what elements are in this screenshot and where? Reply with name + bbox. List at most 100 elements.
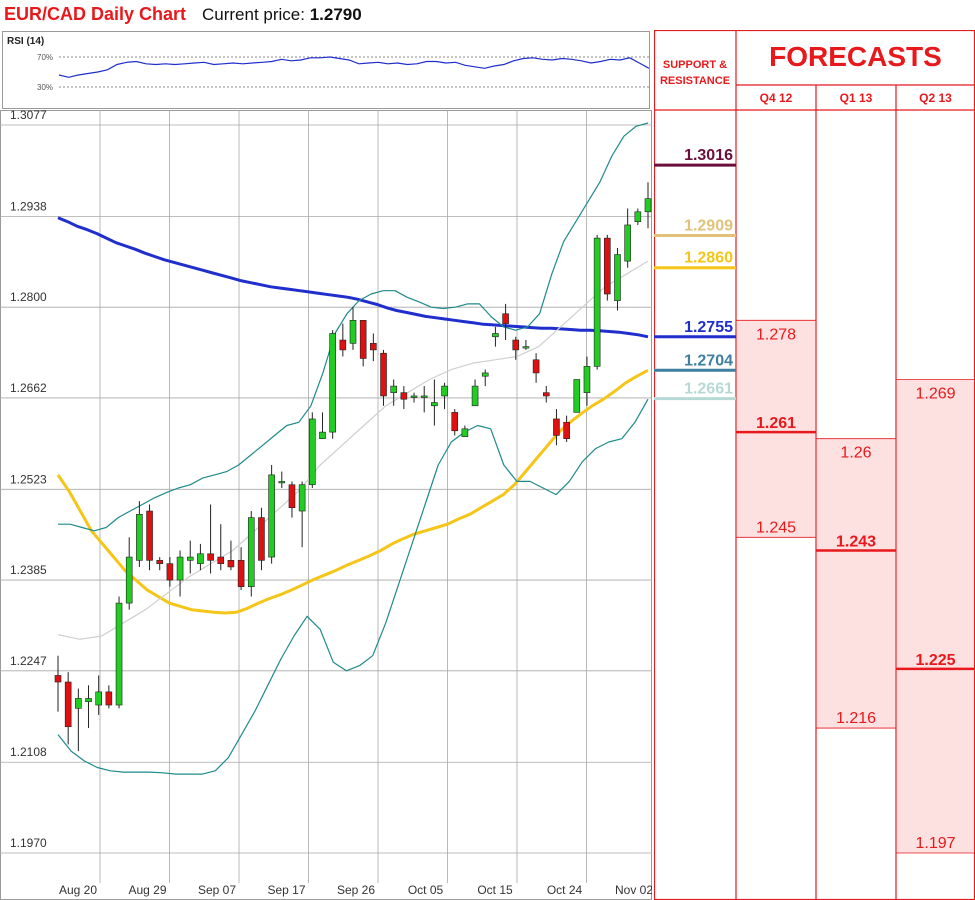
x-tick-label: Sep 07: [198, 883, 236, 897]
candle-body: [75, 698, 82, 709]
rsi-series-line: [58, 56, 649, 78]
candle-body: [298, 484, 306, 512]
forecast-high-value: 1.269: [915, 386, 955, 403]
candle-body: [410, 395, 418, 398]
forecast-low-value: 1.197: [915, 835, 955, 852]
quarter-label: Q1 13: [840, 91, 873, 105]
candle-body: [573, 379, 581, 413]
candle-body: [512, 339, 520, 351]
level-label: 1.2755: [684, 319, 733, 336]
y-tick-label: 1.3077: [10, 110, 47, 122]
candle-body: [146, 510, 153, 561]
candle-body: [583, 366, 591, 393]
y-tick-label: 1.2108: [10, 745, 47, 759]
candle-body: [156, 560, 164, 564]
candle-body: [431, 402, 438, 407]
y-tick-label: 1.2800: [10, 290, 47, 304]
candle-body: [400, 392, 408, 400]
candle-body: [197, 553, 204, 564]
candle-body: [492, 333, 499, 338]
candle-body: [441, 385, 448, 397]
chart-header: EUR/CAD Daily Chart Current price: 1.279…: [0, 0, 650, 30]
candle-body: [349, 320, 357, 344]
candle-body: [614, 254, 621, 301]
x-tick-label: Sep 26: [337, 883, 375, 897]
x-tick-label: Sep 17: [267, 883, 305, 897]
x-tick-label: Aug 29: [128, 883, 166, 897]
candle-body: [420, 395, 428, 398]
level-label: 1.2704: [684, 352, 733, 369]
level-label: 1.3016: [684, 147, 733, 164]
moving-average-line: [57, 216, 649, 339]
forecast-mid-value: 1.243: [836, 533, 876, 550]
price-chart: 1.3077 1.2938 1.2800 1.2662 1.2523 1.2385 1.22…: [0, 110, 652, 900]
level-label: 1.2860: [684, 250, 733, 267]
support-resistance-title: SUPPORT &: [663, 59, 727, 71]
chart-title: EUR/CAD Daily Chart: [4, 4, 187, 24]
candle-body: [604, 237, 611, 295]
forecast-range: [817, 438, 895, 729]
candle-body: [319, 431, 326, 439]
candle-body: [471, 385, 479, 407]
rsi-plot: 70% 30%: [37, 53, 649, 92]
forecast-mid-value: 1.261: [756, 415, 796, 432]
moving-average-line: [56, 368, 649, 615]
y-tick-label: 1.2385: [10, 563, 47, 577]
candle-body: [593, 237, 601, 367]
x-tick-label: Aug 20: [59, 883, 97, 897]
candle-body: [461, 428, 469, 438]
candle-body: [115, 602, 123, 706]
x-tick-label: Oct 24: [547, 883, 583, 897]
candle-body: [309, 418, 316, 486]
candle-body: [451, 412, 459, 432]
candle-body: [95, 691, 102, 706]
candle-body: [125, 556, 133, 604]
forecast-panel: SUPPORT & RESISTANCE FORECASTS Q4 12 Q1 13 Q2…: [654, 30, 975, 900]
candle-body: [237, 560, 245, 587]
candle-body: [329, 333, 336, 433]
y-tick-label: 1.2247: [10, 654, 47, 668]
y-tick-label: 1.2938: [10, 199, 47, 213]
candle-body: [85, 698, 92, 703]
candle-body: [258, 517, 265, 561]
candle-body: [359, 320, 367, 359]
current-price: Current price: 1.2790: [202, 5, 362, 25]
candle-body: [542, 392, 550, 397]
forecast-high-value: 1.26: [840, 445, 871, 462]
rsi-panel: RSI (14) 70% 30%: [2, 31, 650, 109]
candle-body: [166, 563, 174, 581]
candle-body: [644, 198, 652, 213]
candle-body: [136, 514, 143, 561]
current-price-value: 1.2790: [309, 5, 362, 24]
y-tick-label: 1.2523: [10, 472, 47, 486]
candle-body: [278, 481, 286, 484]
quarter-label: Q2 13: [919, 91, 952, 105]
band-middle-line: [57, 260, 649, 640]
candle-body: [624, 224, 631, 262]
forecast-mid-value: 1.225: [915, 652, 955, 669]
band-upper-line: [58, 122, 649, 532]
candle-body: [207, 553, 214, 561]
candle-body: [247, 517, 255, 587]
candle-body: [217, 556, 225, 564]
x-tick-label: Nov 02: [615, 883, 652, 897]
current-price-label: Current price:: [202, 5, 305, 24]
candle-body: [186, 556, 194, 561]
candle-body: [522, 346, 530, 349]
chart-frame: [0, 110, 652, 900]
x-tick-label: Oct 15: [477, 883, 513, 897]
candle-body: [176, 556, 184, 581]
candle-body: [553, 418, 560, 436]
quarter-label: Q4 12: [760, 91, 793, 105]
rsi-level-70: 70%: [37, 53, 53, 62]
forecast-range: [737, 320, 815, 538]
candle-body: [370, 343, 377, 351]
rsi-label: RSI (14): [7, 36, 45, 47]
candle-body: [563, 421, 570, 439]
candle-body: [105, 691, 113, 706]
candle-body: [268, 474, 275, 558]
band-lower-line: [57, 398, 649, 775]
candle-body: [54, 675, 62, 683]
candle-body: [502, 313, 509, 324]
candle-body: [390, 385, 397, 393]
